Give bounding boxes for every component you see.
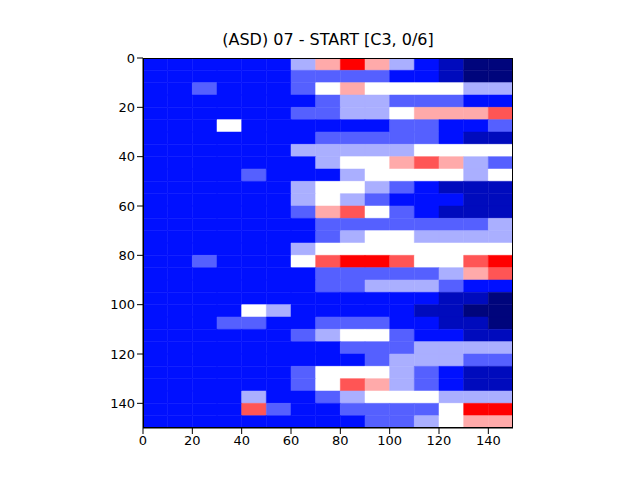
svg-text:120: 120: [110, 347, 135, 362]
svg-text:140: 140: [110, 396, 135, 411]
svg-text:60: 60: [283, 433, 300, 448]
svg-text:100: 100: [377, 433, 402, 448]
svg-text:60: 60: [118, 199, 135, 214]
svg-text:0: 0: [139, 433, 147, 448]
svg-text:140: 140: [476, 433, 501, 448]
svg-text:80: 80: [118, 248, 135, 263]
svg-text:20: 20: [118, 100, 135, 115]
svg-text:0: 0: [127, 51, 135, 66]
svg-text:100: 100: [110, 297, 135, 312]
svg-text:40: 40: [118, 149, 135, 164]
svg-text:20: 20: [184, 433, 201, 448]
html-text:(ASD) 07 - START [C3, 0/6]: (ASD) 07 - START [C3, 0/6]: [222, 30, 434, 49]
svg-text:40: 40: [233, 433, 250, 448]
svg-text:120: 120: [427, 433, 452, 448]
svg-text:80: 80: [332, 433, 349, 448]
